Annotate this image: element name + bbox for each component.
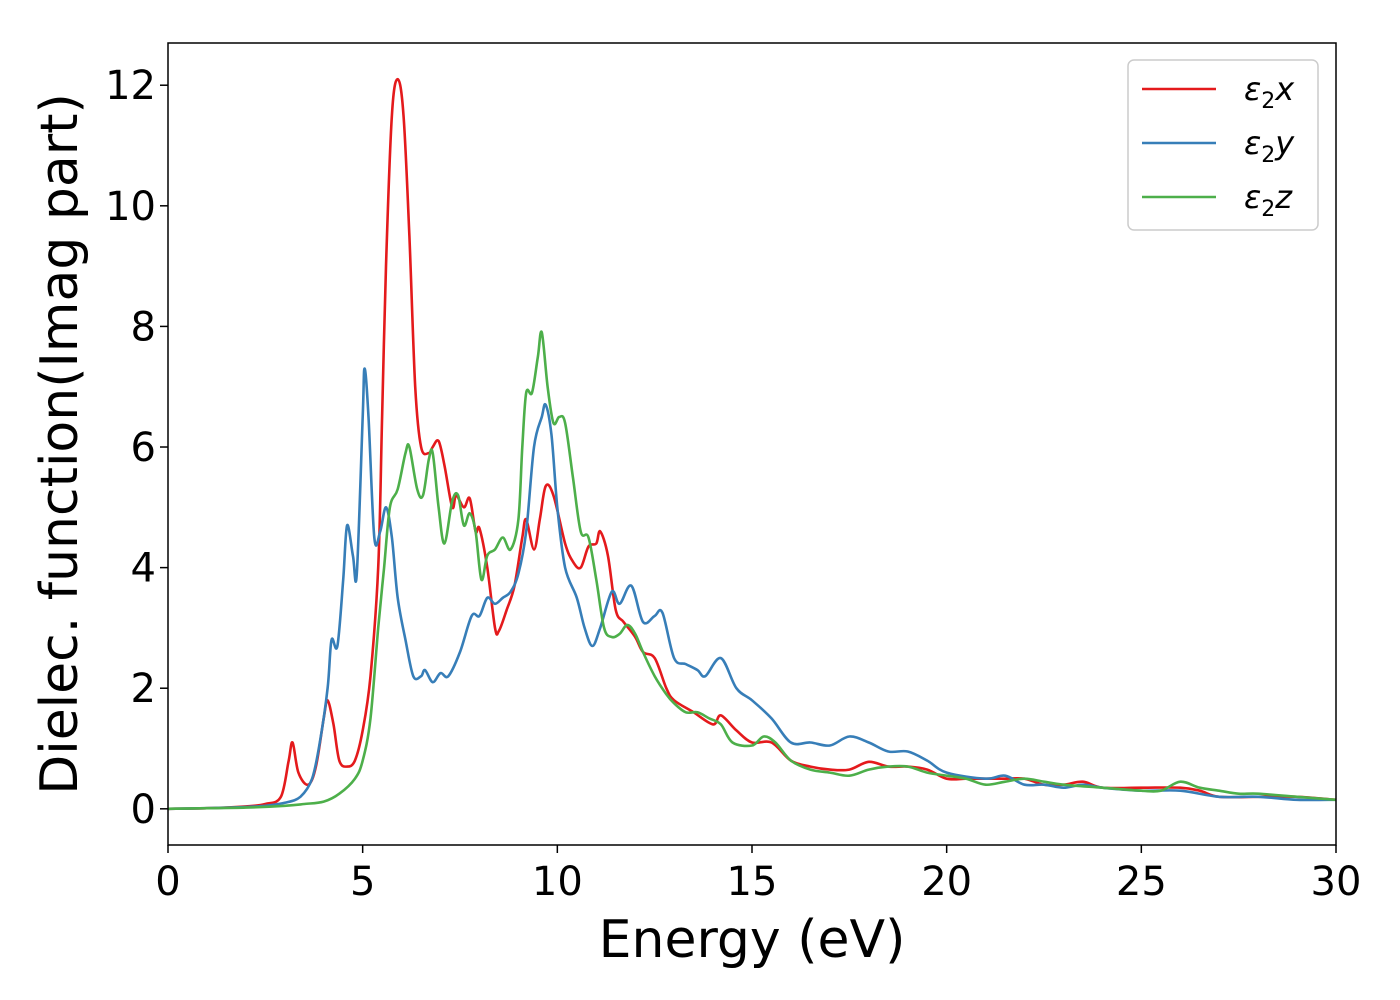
y-tick-label: 12 bbox=[105, 63, 156, 109]
y-tick-label: 0 bbox=[131, 787, 156, 833]
series-line-y bbox=[168, 367, 1336, 811]
x-axis: 0 5 10 15 20 25 30 bbox=[155, 845, 1361, 905]
y-axis: 0 2 4 6 8 10 12 bbox=[105, 63, 168, 833]
x-tick-label: 0 bbox=[155, 859, 180, 905]
y-tick-label: 4 bbox=[131, 546, 156, 592]
plot-area bbox=[168, 77, 1336, 811]
x-tick-label: 20 bbox=[921, 859, 972, 905]
legend-box bbox=[1127, 59, 1319, 231]
legend-label-z: ε2z bbox=[1244, 178, 1293, 222]
y-tick-label: 6 bbox=[131, 425, 156, 471]
legend-label-y: ε2y bbox=[1244, 124, 1295, 168]
x-tick-label: 5 bbox=[350, 859, 375, 905]
x-tick-label: 30 bbox=[1311, 859, 1362, 905]
x-tick-label: 15 bbox=[727, 859, 778, 905]
y-tick-label: 10 bbox=[105, 184, 156, 230]
legend: ε2x ε2y ε2z bbox=[1127, 59, 1319, 231]
y-tick-label: 2 bbox=[131, 666, 156, 712]
legend-label-x: ε2x bbox=[1244, 70, 1295, 114]
x-axis-title: Energy (eV) bbox=[599, 910, 906, 970]
y-tick-label: 8 bbox=[131, 304, 156, 350]
y-axis-title: Dielec. function(Imag part) bbox=[30, 93, 90, 795]
series-line-z bbox=[168, 330, 1336, 811]
x-tick-label: 25 bbox=[1116, 859, 1167, 905]
x-tick-label: 10 bbox=[532, 859, 583, 905]
